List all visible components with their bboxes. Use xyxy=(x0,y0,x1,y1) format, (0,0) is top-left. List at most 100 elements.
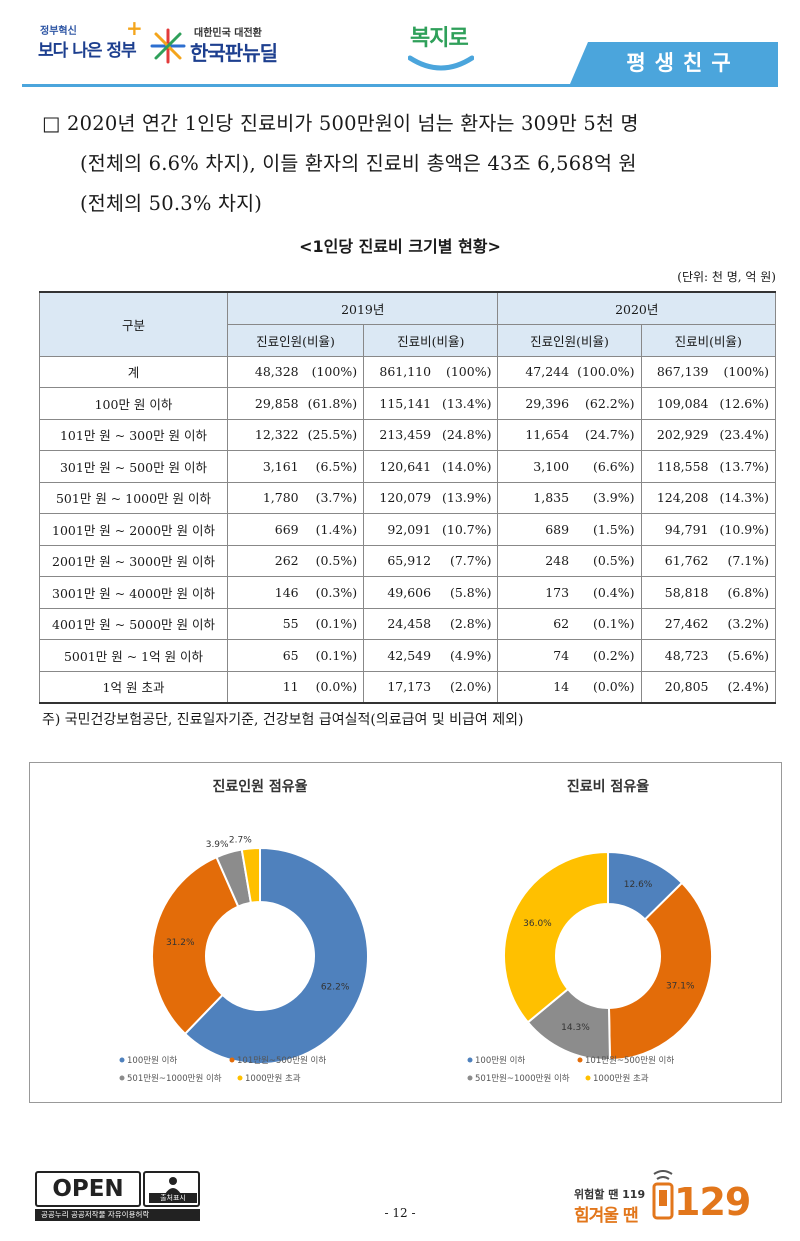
donut-charts: 진료인원 점유율 62.2% 31.2% 3.9% 2.7% 100만원 이하 101만원~… xyxy=(119,778,713,1084)
new-deal-small-text: 대한민국 대전환 xyxy=(194,28,262,39)
table-row: 4001만 원 ~ 5000만 원 이하 55 (0.1%) 24,458 (2.8%)… xyxy=(39,607,776,640)
checkbox-bullet: □ xyxy=(42,112,61,135)
cell-value: 1,780 xyxy=(226,481,307,514)
cell-ratio: (5.8%) xyxy=(439,576,499,609)
cell-value: 120,079 xyxy=(363,481,440,514)
slice-label: 14.3% xyxy=(561,1023,590,1033)
chart-title: 진료인원 점유율 xyxy=(212,778,307,795)
cell-ratio: (0.1%) xyxy=(577,607,642,640)
cell-ratio: (100.0%) xyxy=(577,355,642,388)
korean-new-deal-logo: 대한민국 대전환 한국판뉴딜 xyxy=(150,22,310,70)
cell-ratio: (61.8%) xyxy=(306,387,365,420)
kogl-open-license-logo: OPEN 출처표시 공공누리 공공저작물 자유이용허락 xyxy=(35,1171,200,1221)
cell-value: 48,723 xyxy=(640,639,717,672)
cell-value: 213,459 xyxy=(363,418,440,451)
legend-label: 100만원 이하 xyxy=(475,1055,525,1066)
cell-value: 118,558 xyxy=(640,450,717,483)
cell-ratio: (25.5%) xyxy=(306,418,365,451)
bokjiro-logo: 복지로 xyxy=(400,18,480,78)
table-row: 3001만 원 ~ 4000만 원 이하 146 (0.3%) 49,606 (5.8%… xyxy=(39,576,776,609)
legend-swatch xyxy=(467,1075,473,1081)
summary-line-3: (전체의 50.3% 차지) xyxy=(80,192,263,215)
hotline-129-logo: 위험할 땐 119 힘겨울 땐 129 xyxy=(566,1168,766,1228)
cell-ratio: (3.9%) xyxy=(577,481,642,514)
legend-swatch xyxy=(577,1057,583,1063)
cell-value: 42,549 xyxy=(363,639,440,672)
cell-value: 861,110 xyxy=(363,355,440,388)
unit-label: (단위: 천 명, 억 원) xyxy=(677,270,776,284)
cell-ratio: (2.0%) xyxy=(439,670,499,704)
table-row: 1001만 원 ~ 2000만 원 이하 669 (1.4%) 92,091 (10.7… xyxy=(39,513,776,546)
row-category: 계 xyxy=(39,355,228,388)
cell-ratio: (0.1%) xyxy=(306,639,365,672)
cell-value: 262 xyxy=(226,544,307,577)
slice-label: 36.0% xyxy=(523,919,552,929)
donut-slice xyxy=(503,850,609,1024)
license-description: 공공누리 공공저작물 자유이용허락 xyxy=(35,1209,200,1221)
cell-ratio: (1.5%) xyxy=(577,513,642,546)
row-category: 5001만 원 ~ 1억 원 이하 xyxy=(39,639,228,672)
starburst-icon xyxy=(150,28,186,64)
legend-swatch xyxy=(119,1057,125,1063)
header-category: 구분 xyxy=(39,291,228,357)
row-category: 4001만 원 ~ 5000만 원 이하 xyxy=(39,607,228,640)
cell-ratio: (12.6%) xyxy=(716,387,776,420)
cell-ratio: (0.0%) xyxy=(577,670,642,704)
gov-logo-main-text: 보다 나은 정부 xyxy=(38,41,137,61)
row-category: 2001만 원 ~ 3000만 원 이하 xyxy=(39,544,228,577)
cell-ratio: (6.8%) xyxy=(716,576,776,609)
cell-value: 94,791 xyxy=(640,513,717,546)
chart-title: 진료비 점유율 xyxy=(567,778,649,795)
cell-value: 11,654 xyxy=(497,418,578,451)
cell-ratio: (0.1%) xyxy=(306,607,365,640)
legend-label: 101만원~500만원 이하 xyxy=(585,1055,674,1066)
cell-ratio: (7.1%) xyxy=(716,544,776,577)
table-row: 계 48,328 (100%) 861,110 (100%) 47,244 (100.0%)… xyxy=(39,355,776,388)
cell-ratio: (2.8%) xyxy=(439,607,499,640)
cell-ratio: (13.4%) xyxy=(439,387,499,420)
cell-ratio: (6.6%) xyxy=(577,450,642,483)
legend-label: 101만원~500만원 이하 xyxy=(237,1055,326,1066)
gov-logo-small-text: 정부혁신 xyxy=(40,26,77,37)
cell-ratio: (0.4%) xyxy=(577,576,642,609)
header-cost-2019: 진료비(비율) xyxy=(363,323,499,357)
cell-value: 47,244 xyxy=(497,355,578,388)
table-row: 100만 원 이하 29,858 (61.8%) 115,141 (13.4%) 29,3… xyxy=(39,387,776,420)
cell-ratio: (7.7%) xyxy=(439,544,499,577)
donut-chart-1: 진료인원 점유율 62.2% 31.2% 3.9% 2.7% 100만원 이하 101만원~… xyxy=(119,778,369,1084)
page-number: - 12 - xyxy=(384,1206,416,1220)
legend-swatch xyxy=(119,1075,125,1081)
tab-label: 평생친구 xyxy=(626,51,740,75)
cell-ratio: (14.0%) xyxy=(439,450,499,483)
legend-swatch xyxy=(229,1057,235,1063)
cell-value: 74 xyxy=(497,639,578,672)
cell-value: 65 xyxy=(226,639,307,672)
cell-value: 146 xyxy=(226,576,307,609)
cell-value: 48,328 xyxy=(226,355,307,388)
cell-ratio: (14.3%) xyxy=(716,481,776,514)
donut-slice xyxy=(240,846,261,904)
legend-swatch xyxy=(585,1075,591,1081)
cell-ratio: (6.5%) xyxy=(306,450,365,483)
row-category: 301만 원 ~ 500만 원 이하 xyxy=(39,450,228,483)
table-row: 2001만 원 ~ 3000만 원 이하 262 (0.5%) 65,912 (7.7%… xyxy=(39,544,776,577)
donut-slice xyxy=(183,846,369,1065)
slice-label: 31.2% xyxy=(166,938,195,948)
cell-value: 3,161 xyxy=(226,450,307,483)
legend-swatch xyxy=(467,1057,473,1063)
open-text: OPEN xyxy=(35,1171,141,1207)
cell-value: 248 xyxy=(497,544,578,577)
cell-value: 92,091 xyxy=(363,513,440,546)
legend-label: 501만원~1000만원 이하 xyxy=(475,1073,570,1084)
table-footnote: 주) 국민건강보험공단, 진료일자기준, 건강보험 급여실적(의료급여 및 비급… xyxy=(42,712,524,728)
plus-icon: + xyxy=(126,16,143,40)
header-patients-2019: 진료인원(비율) xyxy=(226,323,365,357)
row-category: 1001만 원 ~ 2000만 원 이하 xyxy=(39,513,228,546)
gov-innovation-logo: 정부혁신 보다 나은 정부 + xyxy=(38,16,146,70)
phone-icon xyxy=(652,1170,674,1220)
tab-notch xyxy=(570,42,588,84)
cell-ratio: (24.7%) xyxy=(577,418,642,451)
cell-ratio: (10.7%) xyxy=(439,513,499,546)
slice-label: 37.1% xyxy=(666,981,695,991)
cell-ratio: (0.5%) xyxy=(306,544,365,577)
